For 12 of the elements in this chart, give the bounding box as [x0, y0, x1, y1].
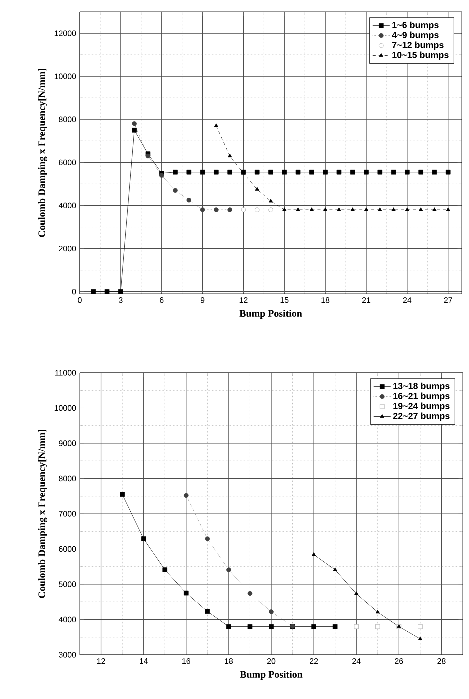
- y-axis-title: Coulomb Damping x Frequency[N/mm]: [38, 69, 48, 238]
- legend-label: 22~27 bumps: [393, 412, 450, 422]
- legend-label: 16~21 bumps: [394, 392, 450, 402]
- legend-label: 13~18 bumps: [394, 382, 450, 392]
- legend-label: 10~15 bumps: [392, 52, 449, 60]
- x-axis-title: Bump Position: [240, 670, 303, 680]
- legend-label: 1~6 bumps: [392, 22, 439, 30]
- x-axis-title: Bump Position: [240, 310, 302, 320]
- legend-label: 19~24 bumps: [394, 402, 450, 412]
- legend-label: 4~9 bumps: [392, 32, 439, 40]
- legend-label: 7~12 bumps: [392, 42, 444, 50]
- y-axis-title: Coulomb Damping x Frequency[N/mm]: [38, 430, 48, 598]
